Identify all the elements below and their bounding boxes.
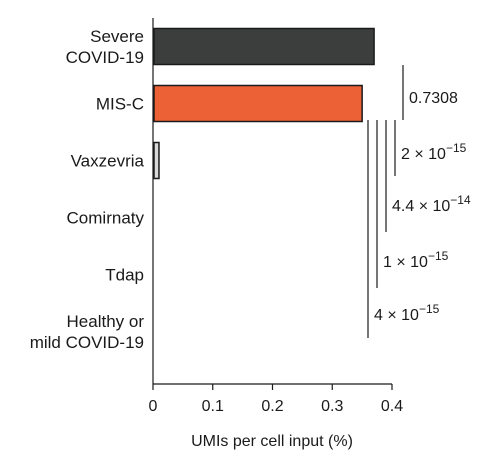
p-value-label: 1 × 10−15: [383, 249, 449, 271]
category-label: COVID-19: [66, 48, 144, 67]
x-tick-label: 0.1: [202, 398, 224, 415]
p-value-label: 2 × 10−15: [401, 141, 467, 163]
x-axis-title: UMIs per cell input (%): [191, 433, 353, 450]
category-label: Severe: [90, 27, 144, 46]
p-value-label: 4 × 10−15: [374, 302, 440, 324]
significance-brackets: 0.7308 2 × 10−15 4.4 × 10−14 1 × 10−15 4 × 1…: [367, 65, 471, 338]
category-label: Tdap: [105, 266, 144, 285]
bar: [153, 84, 363, 123]
x-tick-label: 0.4: [381, 398, 403, 415]
x-tick-label: 0: [149, 398, 158, 415]
category-labels: Severe COVID-19 MIS-C Vaxzevria Comirnaty Tda…: [30, 27, 145, 352]
x-tick-label: 0.3: [321, 398, 343, 415]
category-label: Healthy or: [67, 312, 145, 331]
bar: [153, 141, 160, 180]
x-axis-ticks: 0 0.1 0.2 0.3 0.4: [149, 384, 403, 415]
bars: [153, 27, 375, 180]
category-label: Comirnaty: [67, 209, 145, 228]
category-label: Vaxzevria: [71, 152, 145, 171]
category-label: MIS-C: [96, 95, 144, 114]
p-value-label: 4.4 × 10−14: [392, 193, 471, 215]
x-tick-label: 0.2: [261, 398, 283, 415]
p-value-label: 0.7308: [409, 90, 458, 107]
bar: [153, 27, 375, 66]
category-label: mild COVID-19: [30, 333, 144, 352]
